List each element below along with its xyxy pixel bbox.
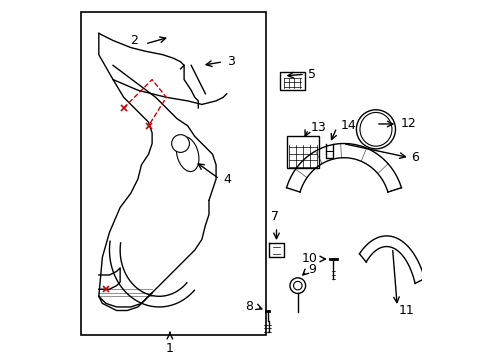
Text: 10: 10 xyxy=(301,252,317,265)
Circle shape xyxy=(356,110,395,149)
Text: 7: 7 xyxy=(270,211,278,224)
FancyBboxPatch shape xyxy=(81,12,265,336)
Text: 11: 11 xyxy=(398,304,414,317)
FancyBboxPatch shape xyxy=(280,72,305,90)
Text: 5: 5 xyxy=(308,68,316,81)
Text: 3: 3 xyxy=(226,55,234,68)
Text: 1: 1 xyxy=(165,342,173,355)
Text: 14: 14 xyxy=(340,119,355,132)
Text: 12: 12 xyxy=(400,117,416,130)
Ellipse shape xyxy=(359,112,391,146)
Ellipse shape xyxy=(176,137,199,172)
Circle shape xyxy=(289,278,305,293)
Text: 13: 13 xyxy=(309,121,325,134)
Text: 9: 9 xyxy=(308,263,316,276)
Text: 2: 2 xyxy=(130,34,138,47)
Circle shape xyxy=(171,135,189,152)
Circle shape xyxy=(293,282,302,290)
Text: 8: 8 xyxy=(245,301,253,314)
Text: 4: 4 xyxy=(223,172,231,185)
Text: 6: 6 xyxy=(411,151,419,164)
FancyBboxPatch shape xyxy=(286,136,319,168)
